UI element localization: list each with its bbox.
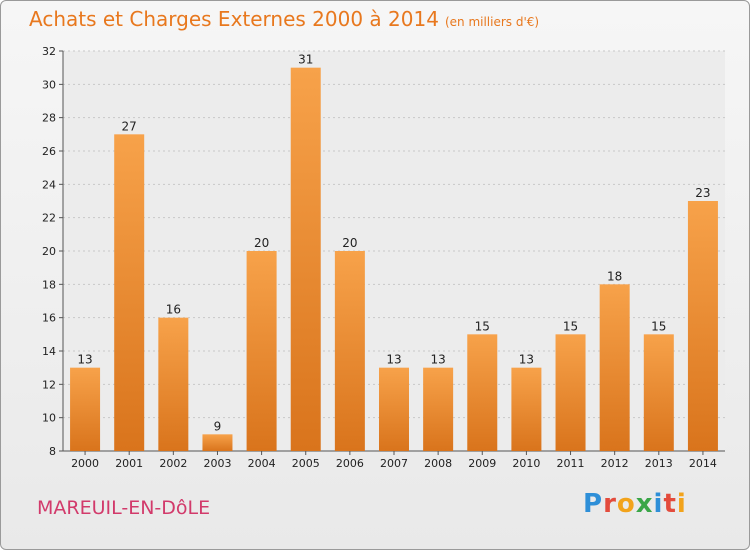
proxiti-logo: Proxiti <box>583 489 687 519</box>
y-tick-label: 26 <box>42 145 56 158</box>
bar-2012 <box>599 284 630 451</box>
x-tick-label-2013: 2013 <box>645 457 673 470</box>
y-tick-label: 10 <box>42 412 56 425</box>
value-label-2009: 15 <box>475 319 490 333</box>
value-label-2012: 18 <box>607 269 622 283</box>
x-tick-label-2011: 2011 <box>557 457 585 470</box>
bar-2013 <box>643 334 674 451</box>
x-tick-label-2003: 2003 <box>203 457 231 470</box>
value-label-2001: 27 <box>122 119 137 133</box>
bar-2005 <box>290 67 321 452</box>
value-label-2013: 15 <box>651 319 666 333</box>
value-label-2005: 31 <box>298 53 313 67</box>
value-label-2011: 15 <box>563 319 578 333</box>
y-tick-label: 20 <box>42 245 56 258</box>
y-tick-label: 32 <box>42 45 56 58</box>
x-tick-label-2012: 2012 <box>601 457 629 470</box>
bar-2009 <box>467 334 498 451</box>
y-tick-label: 22 <box>42 212 56 225</box>
x-tick-label-2004: 2004 <box>248 457 276 470</box>
value-label-2006: 20 <box>342 236 357 250</box>
x-tick-label-2014: 2014 <box>689 457 717 470</box>
x-tick-label-2000: 2000 <box>71 457 99 470</box>
y-tick-label: 18 <box>42 278 56 291</box>
value-label-2000: 13 <box>77 353 92 367</box>
bar-2001 <box>114 134 145 452</box>
x-tick-label-2010: 2010 <box>512 457 540 470</box>
value-label-2002: 16 <box>166 303 181 317</box>
y-tick-label: 28 <box>42 112 56 125</box>
y-tick-label: 30 <box>42 78 56 91</box>
value-label-2008: 13 <box>430 353 445 367</box>
value-label-2004: 20 <box>254 236 269 250</box>
x-tick-label-2006: 2006 <box>336 457 364 470</box>
bar-2004 <box>246 251 277 451</box>
commune-name: MAREUIL-EN-DôLE <box>37 497 211 519</box>
x-tick-label-2008: 2008 <box>424 457 452 470</box>
y-tick-label: 16 <box>42 312 56 325</box>
bar-2008 <box>423 367 454 451</box>
value-label-2014: 23 <box>695 186 710 200</box>
y-tick-label: 8 <box>49 445 56 458</box>
value-label-2010: 13 <box>519 353 534 367</box>
bar-2010 <box>511 367 542 451</box>
x-tick-label-2007: 2007 <box>380 457 408 470</box>
bar-2003 <box>202 434 233 451</box>
chart-unit: (en milliers d'€) <box>444 15 540 29</box>
chart-title-text: Achats et Charges Externes 2000 à 2014 <box>29 7 439 31</box>
bar-2002 <box>158 317 189 451</box>
chart-title: Achats et Charges Externes 2000 à 2014 (e… <box>29 7 539 31</box>
bar-2007 <box>379 367 409 451</box>
bar-2006 <box>334 251 365 451</box>
y-tick-label: 12 <box>42 378 56 391</box>
value-label-2007: 13 <box>386 353 401 367</box>
x-tick-label-2001: 2001 <box>115 457 143 470</box>
bar-2014 <box>687 201 718 451</box>
y-tick-label: 24 <box>42 178 56 191</box>
x-tick-label-2002: 2002 <box>159 457 187 470</box>
y-tick-label: 14 <box>42 345 56 358</box>
bar-2011 <box>555 334 586 451</box>
bar-2000 <box>70 367 101 451</box>
value-label-2003: 9 <box>214 419 222 433</box>
x-tick-label-2005: 2005 <box>292 457 320 470</box>
x-tick-label-2009: 2009 <box>468 457 496 470</box>
